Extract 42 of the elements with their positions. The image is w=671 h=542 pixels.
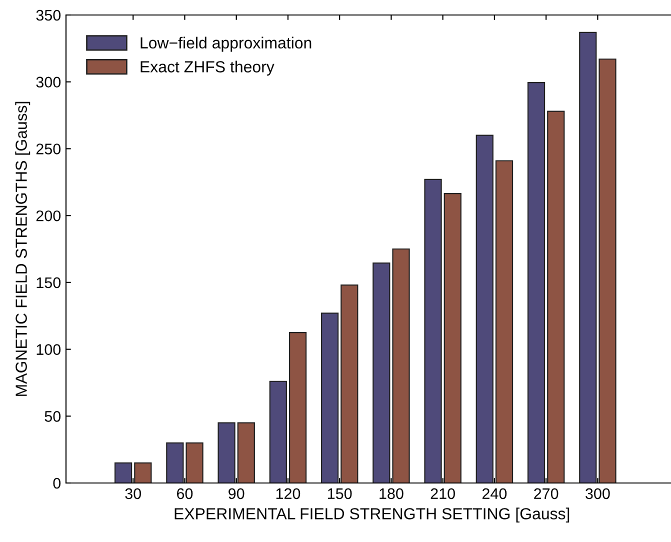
- x-tick-label: 240: [482, 488, 507, 500]
- legend-label: Exact ZHFS theory: [140, 60, 274, 76]
- y-tick-label: 200: [36, 210, 61, 222]
- x-tick-label: 270: [534, 488, 558, 500]
- bar: [186, 442, 204, 483]
- bar: [444, 192, 462, 483]
- legend-label: Low−field approximation: [140, 36, 312, 52]
- bar: [598, 58, 616, 483]
- x-tick-label: 150: [328, 488, 352, 500]
- bar: [547, 110, 565, 483]
- bar: [218, 422, 236, 483]
- bar: [424, 178, 442, 483]
- bar: [114, 462, 132, 483]
- bar: [340, 284, 358, 483]
- x-tick-label: 120: [276, 488, 300, 500]
- bar: [166, 442, 184, 483]
- x-tick-label: 300: [586, 488, 610, 500]
- bar: [237, 422, 255, 483]
- bar: [495, 160, 514, 483]
- y-tick-label: 50: [44, 411, 61, 422]
- bar: [320, 312, 339, 483]
- x-axis-title: EXPERIMENTAL FIELD STRENGTH SETTING [Gauss]: [174, 508, 570, 523]
- x-tick-label: 180: [380, 488, 404, 500]
- bar: [476, 134, 494, 483]
- bar: [269, 380, 287, 483]
- x-tick-label: 210: [430, 488, 455, 500]
- y-tick-label: 300: [36, 76, 61, 88]
- bar: [134, 462, 152, 483]
- y-tick-label: 350: [36, 10, 61, 21]
- bar: [372, 262, 390, 483]
- y-axis-title: MAGNETIC FIELD STRENGTHS [Gauss]: [15, 102, 30, 396]
- x-tick-label: 60: [177, 488, 193, 500]
- bar: [392, 248, 410, 483]
- x-tick-label: 90: [228, 488, 244, 500]
- y-tick-label: 0: [53, 478, 61, 489]
- bar: [527, 82, 546, 483]
- y-tick-label: 250: [36, 144, 61, 154]
- x-tick-label: 30: [125, 488, 142, 500]
- y-tick-label: 100: [36, 344, 61, 355]
- y-tick-label: 150: [36, 277, 61, 288]
- bar: [579, 32, 597, 483]
- bar: [288, 332, 307, 483]
